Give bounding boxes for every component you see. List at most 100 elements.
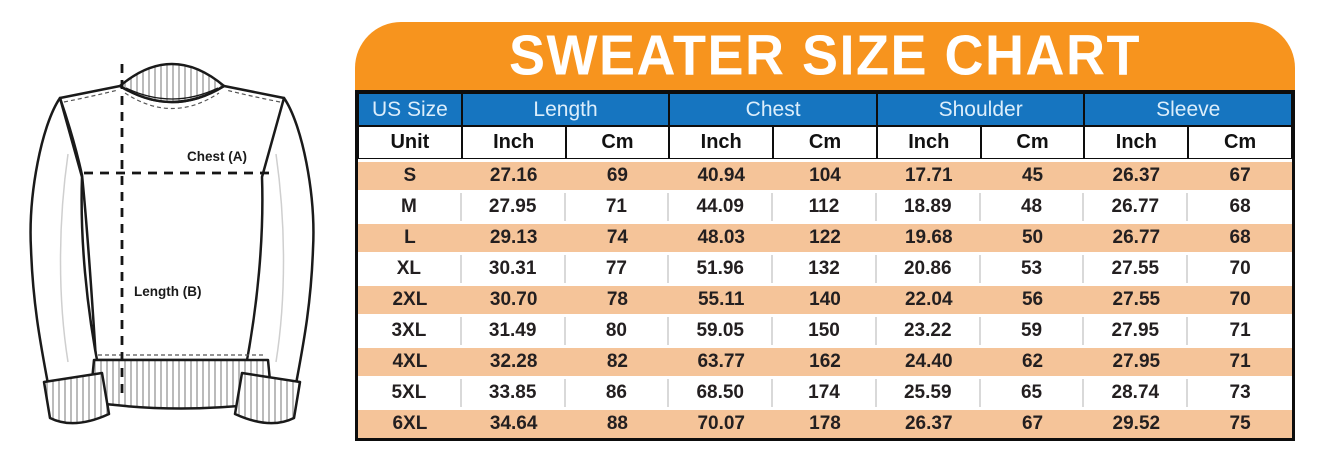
value-cell: 26.77: [1112, 227, 1161, 248]
value-cell: 20.86: [877, 255, 981, 283]
value-cell: 70.07: [697, 413, 745, 434]
sweater-left-sleeve: [29, 96, 102, 386]
value-cell: 67: [1021, 413, 1044, 434]
value-cell: 70: [1229, 258, 1251, 279]
unit-header-cell: Inch: [461, 126, 566, 159]
value-cell: 68: [1229, 227, 1251, 248]
size-table: US Size Length Chest Shoulder Sleeve Uni…: [355, 90, 1295, 441]
size-cell: 5XL: [358, 379, 462, 407]
value-cell: 71: [1229, 351, 1251, 372]
value-cell: 19.68: [904, 227, 953, 248]
value-cell: 132: [773, 255, 877, 283]
col-group-length: Length: [461, 93, 670, 126]
col-group-chest: Chest: [669, 93, 877, 126]
value-cell: 55.11: [697, 289, 745, 310]
value-cell: 174: [773, 379, 877, 407]
value-cell: 26.37: [904, 413, 953, 434]
group-header-row: US Size Length Chest Shoulder Sleeve: [358, 93, 1292, 126]
size-cell: 6XL: [392, 413, 428, 434]
table-row-6xl: 6XL 34.64 88 70.07 178 26.37 67 29.52 75: [358, 407, 1292, 438]
value-cell: 45: [1021, 165, 1044, 186]
value-cell: 51.96: [669, 255, 774, 283]
unit-header-row: Unit Inch Cm Inch Cm Inch Cm Inch Cm: [358, 126, 1292, 159]
unit-header-cell: Cm: [980, 126, 1085, 159]
value-cell: 27.95: [462, 193, 566, 221]
size-cell: S: [403, 165, 417, 186]
col-group-shoulder: Shoulder: [876, 93, 1085, 126]
value-cell: 26.77: [1084, 193, 1189, 221]
table-row-l: L 29.13 74 48.03 122 19.68 50 26.77 68: [358, 221, 1292, 252]
sweater-right-cuff: [233, 371, 302, 425]
value-cell: 30.31: [462, 255, 566, 283]
col-group-us-size: US Size: [358, 93, 462, 126]
size-cell: L: [404, 227, 416, 248]
table-row-4xl: 4XL 32.28 82 63.77 162 24.40 62 27.95 71: [358, 345, 1292, 376]
value-cell: 63.77: [697, 351, 745, 372]
value-cell: 27.16: [489, 165, 538, 186]
value-cell: 27.55: [1084, 255, 1189, 283]
table-row-2xl: 2XL 30.70 78 55.11 140 22.04 56 27.55 70: [358, 283, 1292, 314]
unit-header-cell: Cm: [773, 126, 877, 159]
value-cell: 44.09: [669, 193, 774, 221]
value-cell: 71: [566, 193, 670, 221]
value-cell: 30.70: [489, 289, 538, 310]
value-cell: 24.40: [904, 351, 953, 372]
value-cell: 68: [1229, 196, 1251, 217]
length-label: Length (B): [134, 284, 201, 299]
value-cell: 65: [981, 379, 1085, 407]
value-cell: 22.04: [904, 289, 953, 310]
value-cell: 31.49: [462, 317, 566, 345]
unit-header-cell: Cm: [1188, 126, 1292, 159]
value-cell: 104: [809, 165, 841, 186]
table-row-xl: XL 30.31 77 51.96 132 20.86 53 27.55 70: [358, 252, 1292, 283]
value-cell: 18.89: [877, 193, 981, 221]
right-sleeve-crease: [275, 153, 285, 363]
sweater-collar: [118, 62, 226, 104]
value-cell: 59.05: [669, 317, 774, 345]
value-cell: 70: [1229, 289, 1251, 310]
value-cell: 67: [1229, 165, 1251, 186]
value-cell: 48: [981, 193, 1085, 221]
value-cell: 71: [1229, 320, 1251, 341]
unit-header-cell: Inch: [876, 126, 981, 159]
value-cell: 25.59: [877, 379, 981, 407]
value-cell: 82: [606, 351, 628, 372]
unit-header-cell: Cm: [565, 126, 670, 159]
table-row-m: M 27.95 71 44.09 112 18.89 48 26.77 68: [358, 190, 1292, 221]
table-row-5xl: 5XL 33.85 86 68.50 174 25.59 65 28.74 73: [358, 376, 1292, 407]
size-cell: 4XL: [392, 351, 428, 372]
value-cell: 162: [809, 351, 841, 372]
value-cell: 32.28: [489, 351, 538, 372]
value-cell: 23.22: [877, 317, 981, 345]
value-cell: 112: [773, 193, 877, 221]
value-cell: 27.95: [1112, 351, 1161, 372]
col-group-sleeve: Sleeve: [1084, 93, 1292, 126]
page-title: SWEATER SIZE CHART: [509, 24, 1141, 88]
value-cell: 56: [1021, 289, 1044, 310]
sweater-diagram: Chest (A) Length (B): [14, 44, 350, 458]
value-cell: 140: [809, 289, 841, 310]
value-cell: 26.37: [1112, 165, 1161, 186]
value-cell: 74: [606, 227, 628, 248]
value-cell: 17.71: [904, 165, 953, 186]
table-row-s: S 27.16 69 40.94 104 17.71 45 26.37 67: [358, 159, 1292, 190]
value-cell: 178: [809, 413, 841, 434]
value-cell: 27.95: [1084, 317, 1189, 345]
table-row-3xl: 3XL 31.49 80 59.05 150 23.22 59 27.95 71: [358, 314, 1292, 345]
unit-header-cell: Inch: [669, 126, 774, 159]
value-cell: 62: [1021, 351, 1044, 372]
chest-label: Chest (A): [187, 149, 247, 164]
collar-seam-line: [124, 92, 220, 109]
value-cell: 88: [606, 413, 628, 434]
size-cell: 2XL: [392, 289, 428, 310]
value-cell: 27.55: [1112, 289, 1161, 310]
sweater-left-cuff: [42, 371, 111, 425]
value-cell: 53: [981, 255, 1085, 283]
value-cell: 29.52: [1112, 413, 1161, 434]
value-cell: 80: [566, 317, 670, 345]
value-cell: 150: [773, 317, 877, 345]
sweater-body: [58, 84, 287, 362]
unit-header-cell: Unit: [358, 126, 462, 159]
size-cell: M: [358, 193, 462, 221]
unit-header-cell: Inch: [1084, 126, 1189, 159]
